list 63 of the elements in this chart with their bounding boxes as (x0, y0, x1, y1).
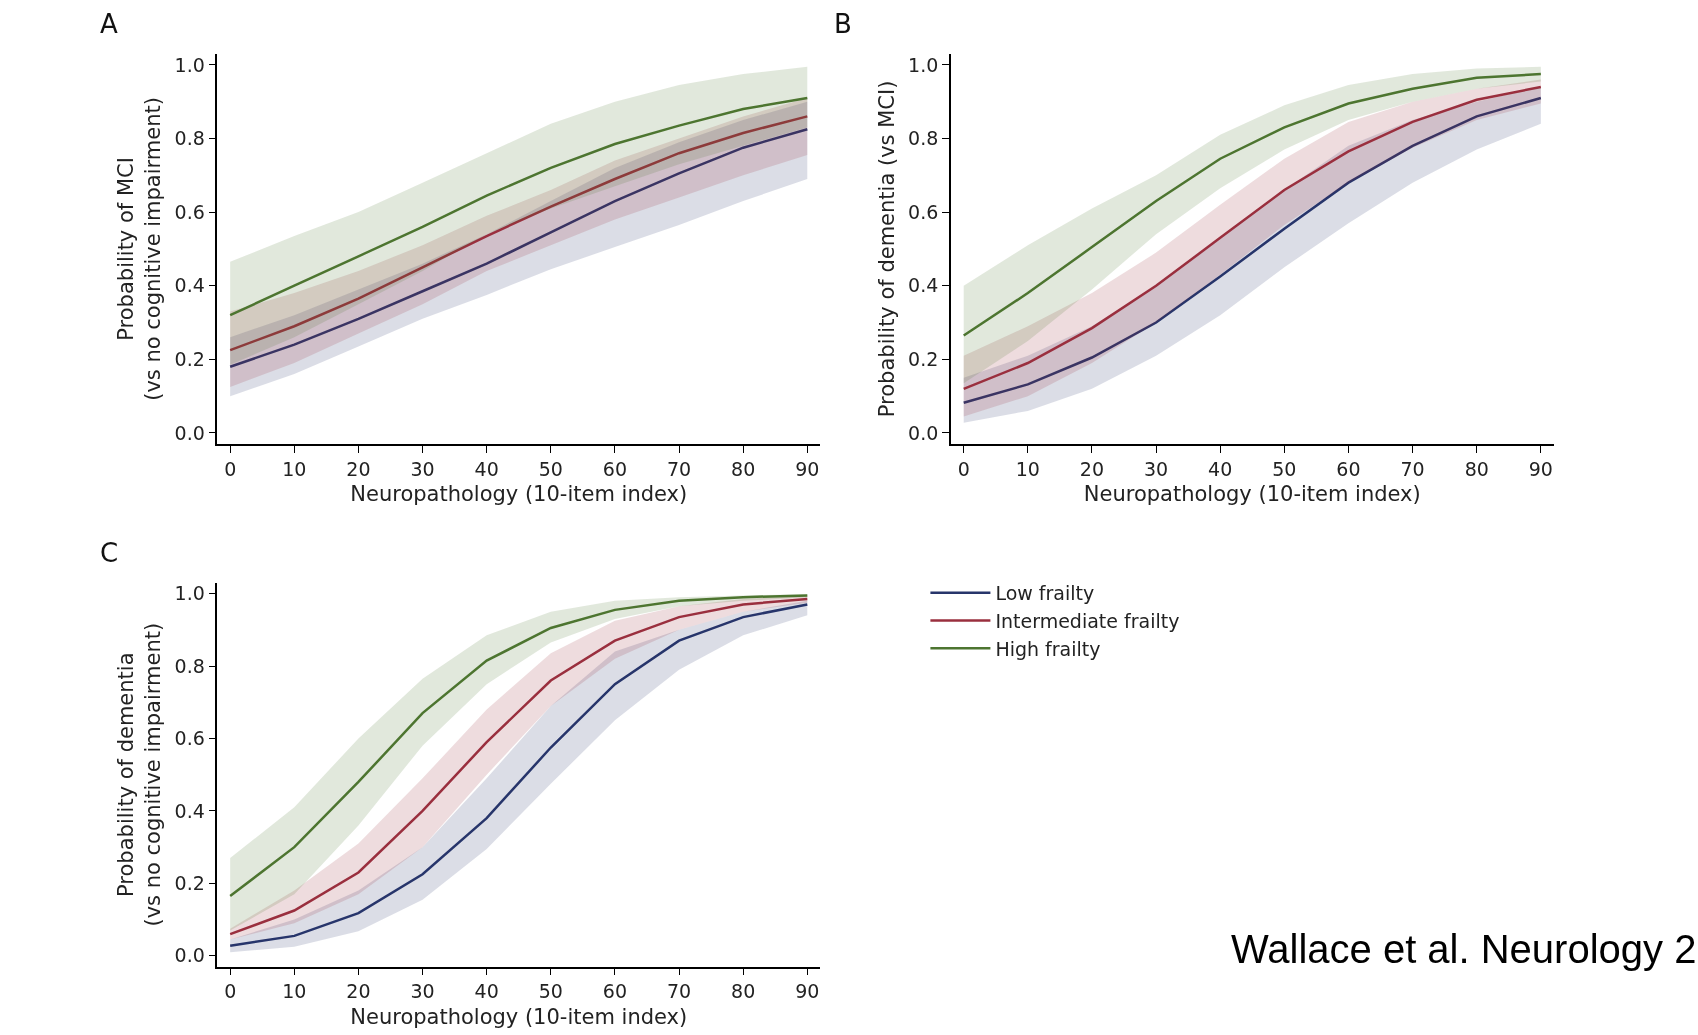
y-tick-label: 0.0 (174, 421, 205, 444)
y-tick-label: 1.0 (908, 53, 939, 76)
text: Wallace et al. Neurology 2 (1231, 927, 1697, 971)
x-axis-title: Neuropathology (10-item index) (1083, 482, 1421, 507)
x-tick-label: 70 (1400, 457, 1425, 480)
line-series (962, 72, 1543, 337)
x-tick-label: 60 (1336, 457, 1361, 480)
x-tick-label: 90 (795, 457, 820, 480)
x-tick-label: 30 (410, 980, 435, 1003)
x-tick-label: 40 (474, 980, 499, 1003)
y-tick-label: 0.2 (174, 348, 205, 370)
x-tick-label: 50 (538, 980, 563, 1003)
x-tick-label: 90 (795, 980, 820, 1003)
x-tick-label: 90 (1528, 457, 1553, 480)
y-axis-title: Probability of dementia (vs MCI) (874, 80, 899, 418)
x-tick-label: 70 (666, 980, 692, 1003)
x-axis-title: Neuropathology (10-item index) (350, 482, 688, 507)
x-tick-label: 20 (1079, 457, 1105, 480)
x-tick-label: 10 (282, 980, 307, 1003)
x-tick-label: 20 (346, 980, 371, 1003)
legend-label: Intermediate frailty (995, 609, 1180, 632)
x-tick-label: 80 (731, 980, 756, 1003)
y-tick-label: 1.0 (174, 582, 205, 605)
chart-title: B (834, 9, 852, 39)
x-tick-label: 60 (602, 457, 628, 480)
x-tick-label: 50 (1272, 457, 1297, 480)
y-tick-label: 0.0 (908, 421, 939, 444)
x-tick-label: 40 (474, 457, 499, 480)
y-tick-label: 0.6 (174, 200, 205, 223)
y-tick-label: 0.4 (174, 799, 205, 822)
y-tick-label: 0.4 (174, 274, 205, 297)
y-tick-label: 1.0 (174, 53, 205, 76)
y-tick-label: 0.4 (908, 274, 939, 297)
x-tick-label: 80 (1464, 457, 1489, 480)
chart-title: C (100, 538, 119, 568)
y-axis-title: Probability of MCI (vs no cognitive impairment) (113, 97, 166, 401)
x-tick-label: 0 (957, 457, 970, 480)
y-tick-label: 0.8 (908, 127, 939, 150)
x-tick-label: 30 (410, 457, 435, 480)
x-tick-label: 30 (1144, 457, 1169, 480)
legend-label: High frailty (995, 637, 1101, 660)
y-axis-title: Probability of dementia (vs no cognitive impairment) (113, 622, 166, 927)
y-tick-label: 0.6 (908, 200, 939, 223)
x-tick-label: 80 (731, 457, 756, 480)
x-tick-label: 0 (224, 980, 237, 1003)
x-tick-label: 20 (346, 457, 371, 480)
y-tick-label: 0.2 (174, 872, 205, 895)
y-tick-label: 0.2 (908, 348, 939, 370)
x-tick-label: 50 (538, 457, 563, 480)
x-tick-label: 60 (602, 980, 628, 1003)
x-tick-label: 10 (282, 457, 307, 480)
y-tick-label: 0.6 (174, 727, 205, 750)
x-tick-label: 0 (224, 457, 237, 480)
x-tick-label: 40 (1208, 457, 1233, 480)
y-tick-label: 0.0 (174, 944, 205, 967)
x-axis-title: Neuropathology (10-item index) (350, 1004, 688, 1029)
line-series (228, 96, 809, 317)
x-tick-label: 10 (1015, 457, 1040, 480)
chart-title: A (100, 9, 118, 39)
y-tick-label: 0.8 (174, 127, 205, 150)
x-tick-label: 70 (666, 457, 692, 480)
y-tick-label: 0.8 (174, 654, 205, 677)
legend-label: Low frailty (995, 582, 1095, 605)
